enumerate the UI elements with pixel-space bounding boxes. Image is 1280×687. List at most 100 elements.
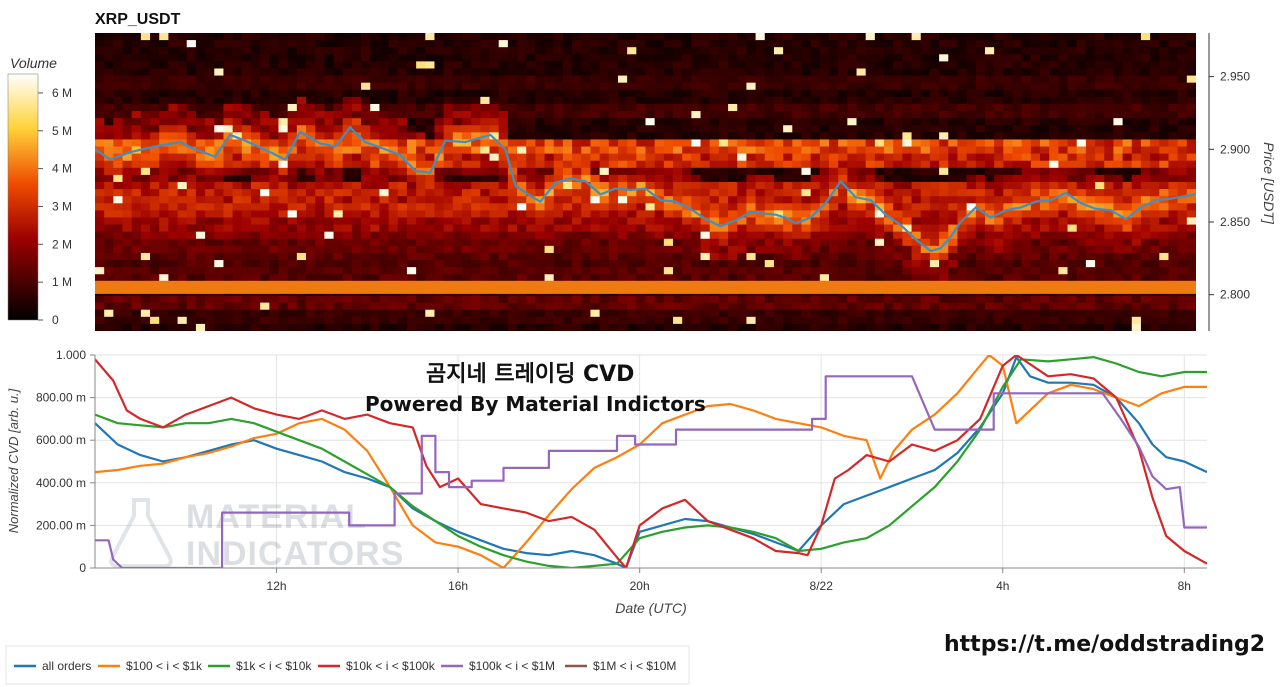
heatmap-cell <box>223 182 234 190</box>
heatmap-cell <box>195 210 206 219</box>
heatmap-cell <box>874 217 885 226</box>
heatmap-cell <box>168 68 179 77</box>
heatmap-cell <box>957 111 968 119</box>
heatmap-cell <box>617 309 628 318</box>
heatmap-cell <box>617 267 628 275</box>
heatmap-cell <box>764 302 775 311</box>
heatmap-cell <box>673 96 683 105</box>
heatmap-cell <box>718 174 729 183</box>
heatmap-cell <box>1040 302 1050 311</box>
heatmap-cell <box>397 89 408 98</box>
heatmap-cell <box>810 217 821 226</box>
heatmap-cell <box>599 103 610 112</box>
heatmap-cell <box>388 260 399 268</box>
heatmap-cell <box>718 167 729 176</box>
heatmap-cell <box>223 33 234 41</box>
heatmap-cell <box>893 167 904 176</box>
heatmap-cell <box>1140 68 1151 77</box>
heatmap-cell <box>1095 260 1105 268</box>
heatmap-cell <box>627 210 637 219</box>
heatmap-cell <box>306 167 316 176</box>
heatmap-cell <box>269 231 280 240</box>
heatmap-cell <box>792 118 803 126</box>
heatmap-cell <box>122 302 133 311</box>
heatmap-cell <box>865 61 876 70</box>
heatmap-cell <box>847 210 858 219</box>
heatmap-cell <box>452 323 463 331</box>
heatmap-cell <box>691 182 702 190</box>
heatmap-cell <box>627 54 637 62</box>
heatmap-cell <box>911 245 922 254</box>
heatmap-cell <box>829 61 839 70</box>
heatmap-cell <box>296 323 307 331</box>
heatmap-cell <box>1140 316 1151 325</box>
heatmap-cell <box>581 96 592 105</box>
heatmap-cell <box>608 224 619 233</box>
heatmap-cell <box>682 267 692 275</box>
heatmap-cell <box>1021 174 1032 183</box>
heatmap-cell <box>113 89 124 98</box>
heatmap-cell <box>1067 47 1078 55</box>
heatmap-cell <box>517 274 527 282</box>
heatmap-cell <box>195 203 206 211</box>
heatmap-cell <box>1021 245 1032 254</box>
heatmap-cell <box>1104 267 1115 275</box>
heatmap-cell <box>315 111 325 119</box>
heatmap-cell <box>104 61 114 70</box>
heatmap-cell <box>1030 316 1041 325</box>
heatmap-cell <box>241 295 252 304</box>
heatmap-cell <box>1104 231 1115 240</box>
heatmap-cell <box>443 189 454 197</box>
heatmap-cell <box>507 103 518 112</box>
heatmap-cell <box>920 260 931 268</box>
heatmap-cell <box>205 118 215 126</box>
heatmap-cell <box>342 54 353 62</box>
heatmap-cell <box>764 224 775 233</box>
heatmap-cell <box>755 68 766 77</box>
heatmap-cell <box>1131 295 1142 304</box>
heatmap-cell <box>517 40 527 48</box>
heatmap-cell <box>462 182 472 190</box>
heatmap-cell <box>1131 167 1142 176</box>
heatmap-cell <box>691 33 702 41</box>
heatmap-cell <box>654 103 665 112</box>
heatmap-cell <box>104 89 114 98</box>
heatmap-cell <box>1021 111 1032 119</box>
heatmap-cell <box>342 238 353 247</box>
heatmap-cell <box>535 316 546 325</box>
heatmap-cell <box>388 96 399 105</box>
heatmap-cell <box>783 182 793 190</box>
heatmap-cell <box>296 82 307 91</box>
heatmap-cell <box>351 153 362 162</box>
heatmap-cell <box>113 132 124 141</box>
heatmap-cell <box>911 224 922 233</box>
heatmap-cell <box>718 309 729 318</box>
heatmap-cell <box>205 160 215 169</box>
heatmap-cell <box>792 139 803 148</box>
heatmap-cell <box>269 61 280 70</box>
heatmap-cell <box>847 125 858 133</box>
heatmap-cell <box>113 174 124 183</box>
heatmap-cell <box>342 203 353 211</box>
heatmap-cell <box>278 132 289 141</box>
heatmap-cell <box>1003 89 1014 98</box>
heatmap-cell <box>911 210 922 219</box>
heatmap-cell <box>1049 146 1059 155</box>
heatmap-cell <box>232 139 243 148</box>
heatmap-cell <box>388 33 399 41</box>
heatmap-cell <box>425 238 436 247</box>
heatmap-cell <box>755 160 766 169</box>
heatmap-cell <box>416 217 426 226</box>
heatmap-cell <box>874 309 885 318</box>
heatmap-cell <box>562 61 573 70</box>
heatmap-cell <box>994 167 1004 176</box>
heatmap-cell <box>260 82 270 91</box>
heatmap-cell <box>150 260 160 268</box>
heatmap-cell <box>205 75 215 84</box>
heatmap-cell <box>159 96 170 105</box>
heatmap-cell <box>315 302 325 311</box>
heatmap-cell <box>728 203 738 211</box>
heatmap-cell <box>893 96 904 105</box>
heatmap-cell <box>1095 302 1105 311</box>
heatmap-cell <box>113 160 124 169</box>
